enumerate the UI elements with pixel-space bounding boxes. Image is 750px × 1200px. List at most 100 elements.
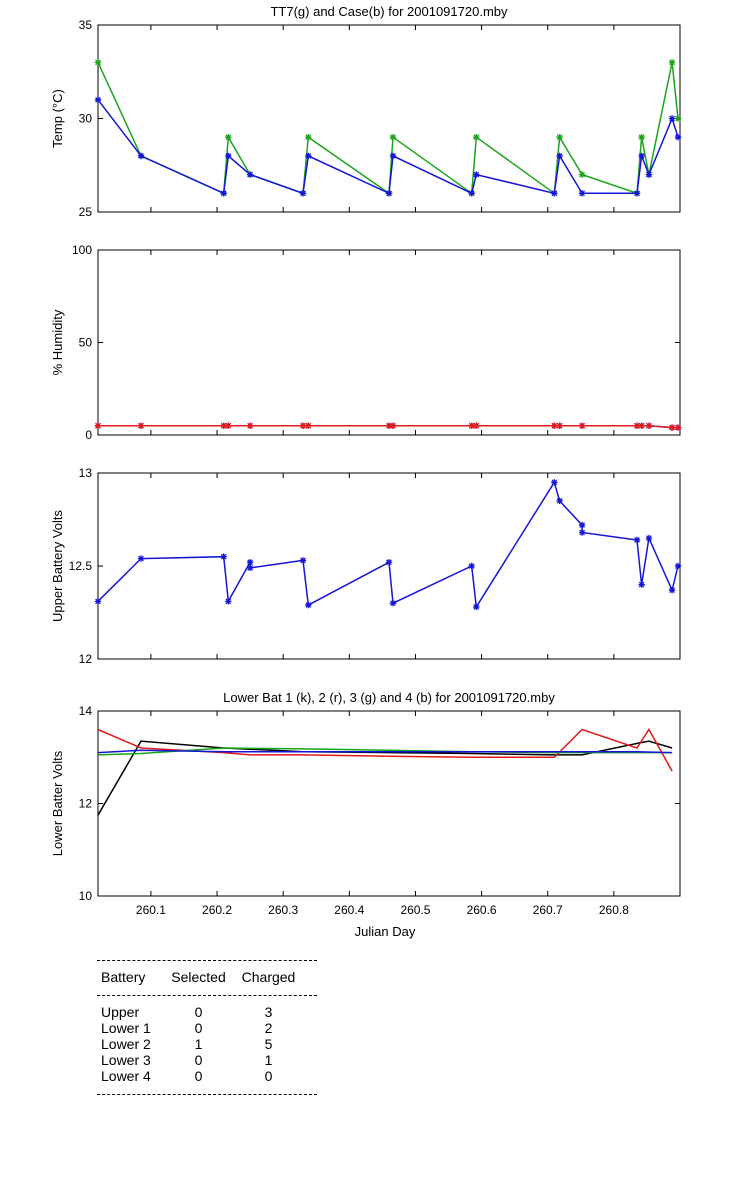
data-point <box>385 190 393 197</box>
data-point <box>305 422 312 429</box>
charged-count: 1 <box>264 1052 273 1068</box>
y-tick-label: 13 <box>79 466 93 480</box>
charged-count: 5 <box>264 1036 273 1052</box>
data-point <box>633 190 641 197</box>
data-point <box>578 521 586 529</box>
battery-summary-table: Battery Selected Charged Upper 0 3 Lower… <box>97 960 317 1095</box>
chart-panel-4: 10 12 14 260.1 260.2 260.3 260.4 260.5 260.6 260.… <box>50 690 681 939</box>
battery-name: Lower 4 <box>101 1068 151 1084</box>
y-axis-label: Temp (°C) <box>50 89 65 148</box>
y-axis-label: Lower Batter Volts <box>50 750 65 856</box>
data-point <box>638 152 645 160</box>
data-point <box>668 115 676 122</box>
table-divider-bottom <box>97 1094 317 1095</box>
data-point <box>668 424 676 431</box>
chart-panel-3: 12 12.5 13 Upper Battery Volts <box>50 466 682 666</box>
table-row: Lower 3 0 1 <box>97 1052 317 1068</box>
data-point <box>674 424 682 431</box>
table-divider-top <box>97 960 317 961</box>
table-row: Lower 1 0 2 <box>97 1020 317 1036</box>
x-tick-label: 260.1 <box>136 903 166 917</box>
data-point <box>389 422 397 429</box>
data-point <box>299 422 307 429</box>
data-point <box>674 134 682 141</box>
table-divider-mid <box>97 995 317 996</box>
series-2 <box>94 422 682 431</box>
data-point <box>645 534 653 542</box>
data-point <box>473 134 480 141</box>
x-tick-label: 260.4 <box>334 903 364 917</box>
x-axis-label: Julian Day <box>355 924 416 939</box>
data-point <box>578 529 586 536</box>
y-tick-label: 30 <box>79 112 93 126</box>
data-point <box>551 422 558 429</box>
battery-name: Lower 1 <box>101 1020 151 1036</box>
y-axis-label: % Humidity <box>50 309 65 375</box>
data-point <box>473 422 480 429</box>
table-header-row: Battery Selected Charged <box>97 967 317 987</box>
x-tick-label: 260.2 <box>202 903 232 917</box>
x-tick-label: 260.5 <box>400 903 430 917</box>
data-point <box>389 152 397 160</box>
y-tick-label: 0 <box>85 428 92 442</box>
data-point <box>638 134 645 141</box>
data-point <box>645 171 653 178</box>
data-point <box>578 190 586 197</box>
data-point <box>225 152 232 160</box>
data-point <box>94 96 102 103</box>
battery-name: Upper <box>101 1004 140 1020</box>
data-point <box>645 422 653 429</box>
data-point <box>473 171 480 178</box>
x-tick-label: 260.6 <box>467 903 497 917</box>
data-point <box>94 422 102 429</box>
data-point <box>473 603 480 611</box>
charged-count: 3 <box>264 1004 273 1020</box>
header-selected: Selected <box>171 969 226 985</box>
data-point <box>674 115 682 122</box>
data-point <box>633 536 641 544</box>
battery-name: Lower 3 <box>101 1052 151 1068</box>
series-2 <box>94 96 682 197</box>
y-tick-label: 35 <box>79 18 93 32</box>
data-point <box>94 598 102 605</box>
data-point <box>246 422 254 429</box>
data-point <box>468 562 475 570</box>
table-row: Lower 4 0 0 <box>97 1068 317 1084</box>
series-line <box>97 747 673 756</box>
chart-panel-1: 25 30 35 TT7(g) and Case(b) for 2001091720.… <box>50 4 682 219</box>
chart-panel-2: 0 50 100 % Humidity <box>50 243 682 442</box>
data-point <box>299 557 307 564</box>
series-4 <box>97 749 673 754</box>
data-point <box>137 555 145 562</box>
chart-title: TT7(g) and Case(b) for 2001091720.mby <box>270 4 508 19</box>
data-point <box>225 598 232 605</box>
data-point <box>578 422 586 429</box>
data-point <box>633 422 641 429</box>
y-tick-label: 10 <box>79 889 93 903</box>
data-point <box>305 152 312 160</box>
data-point <box>556 152 563 160</box>
table-row: Upper 0 3 <box>97 1004 317 1020</box>
data-point <box>668 59 676 66</box>
x-tick-label: 260.3 <box>268 903 298 917</box>
data-point <box>305 601 312 609</box>
y-tick-label: 12.5 <box>69 559 93 573</box>
data-point <box>220 422 227 429</box>
data-point <box>389 600 397 607</box>
data-point <box>220 553 227 560</box>
data-point <box>638 581 645 588</box>
selected-count: 0 <box>194 1068 203 1084</box>
data-point <box>468 190 475 197</box>
data-point <box>225 134 232 141</box>
selected-count: 0 <box>194 1052 203 1068</box>
data-point <box>225 422 232 429</box>
charged-count: 2 <box>264 1020 273 1036</box>
data-point <box>385 422 393 429</box>
x-tick-label: 260.8 <box>599 903 629 917</box>
data-point <box>389 134 397 141</box>
y-tick-label: 50 <box>79 336 93 350</box>
y-tick-label: 14 <box>79 704 93 718</box>
y-tick-label: 100 <box>72 243 92 257</box>
data-point <box>638 422 645 429</box>
